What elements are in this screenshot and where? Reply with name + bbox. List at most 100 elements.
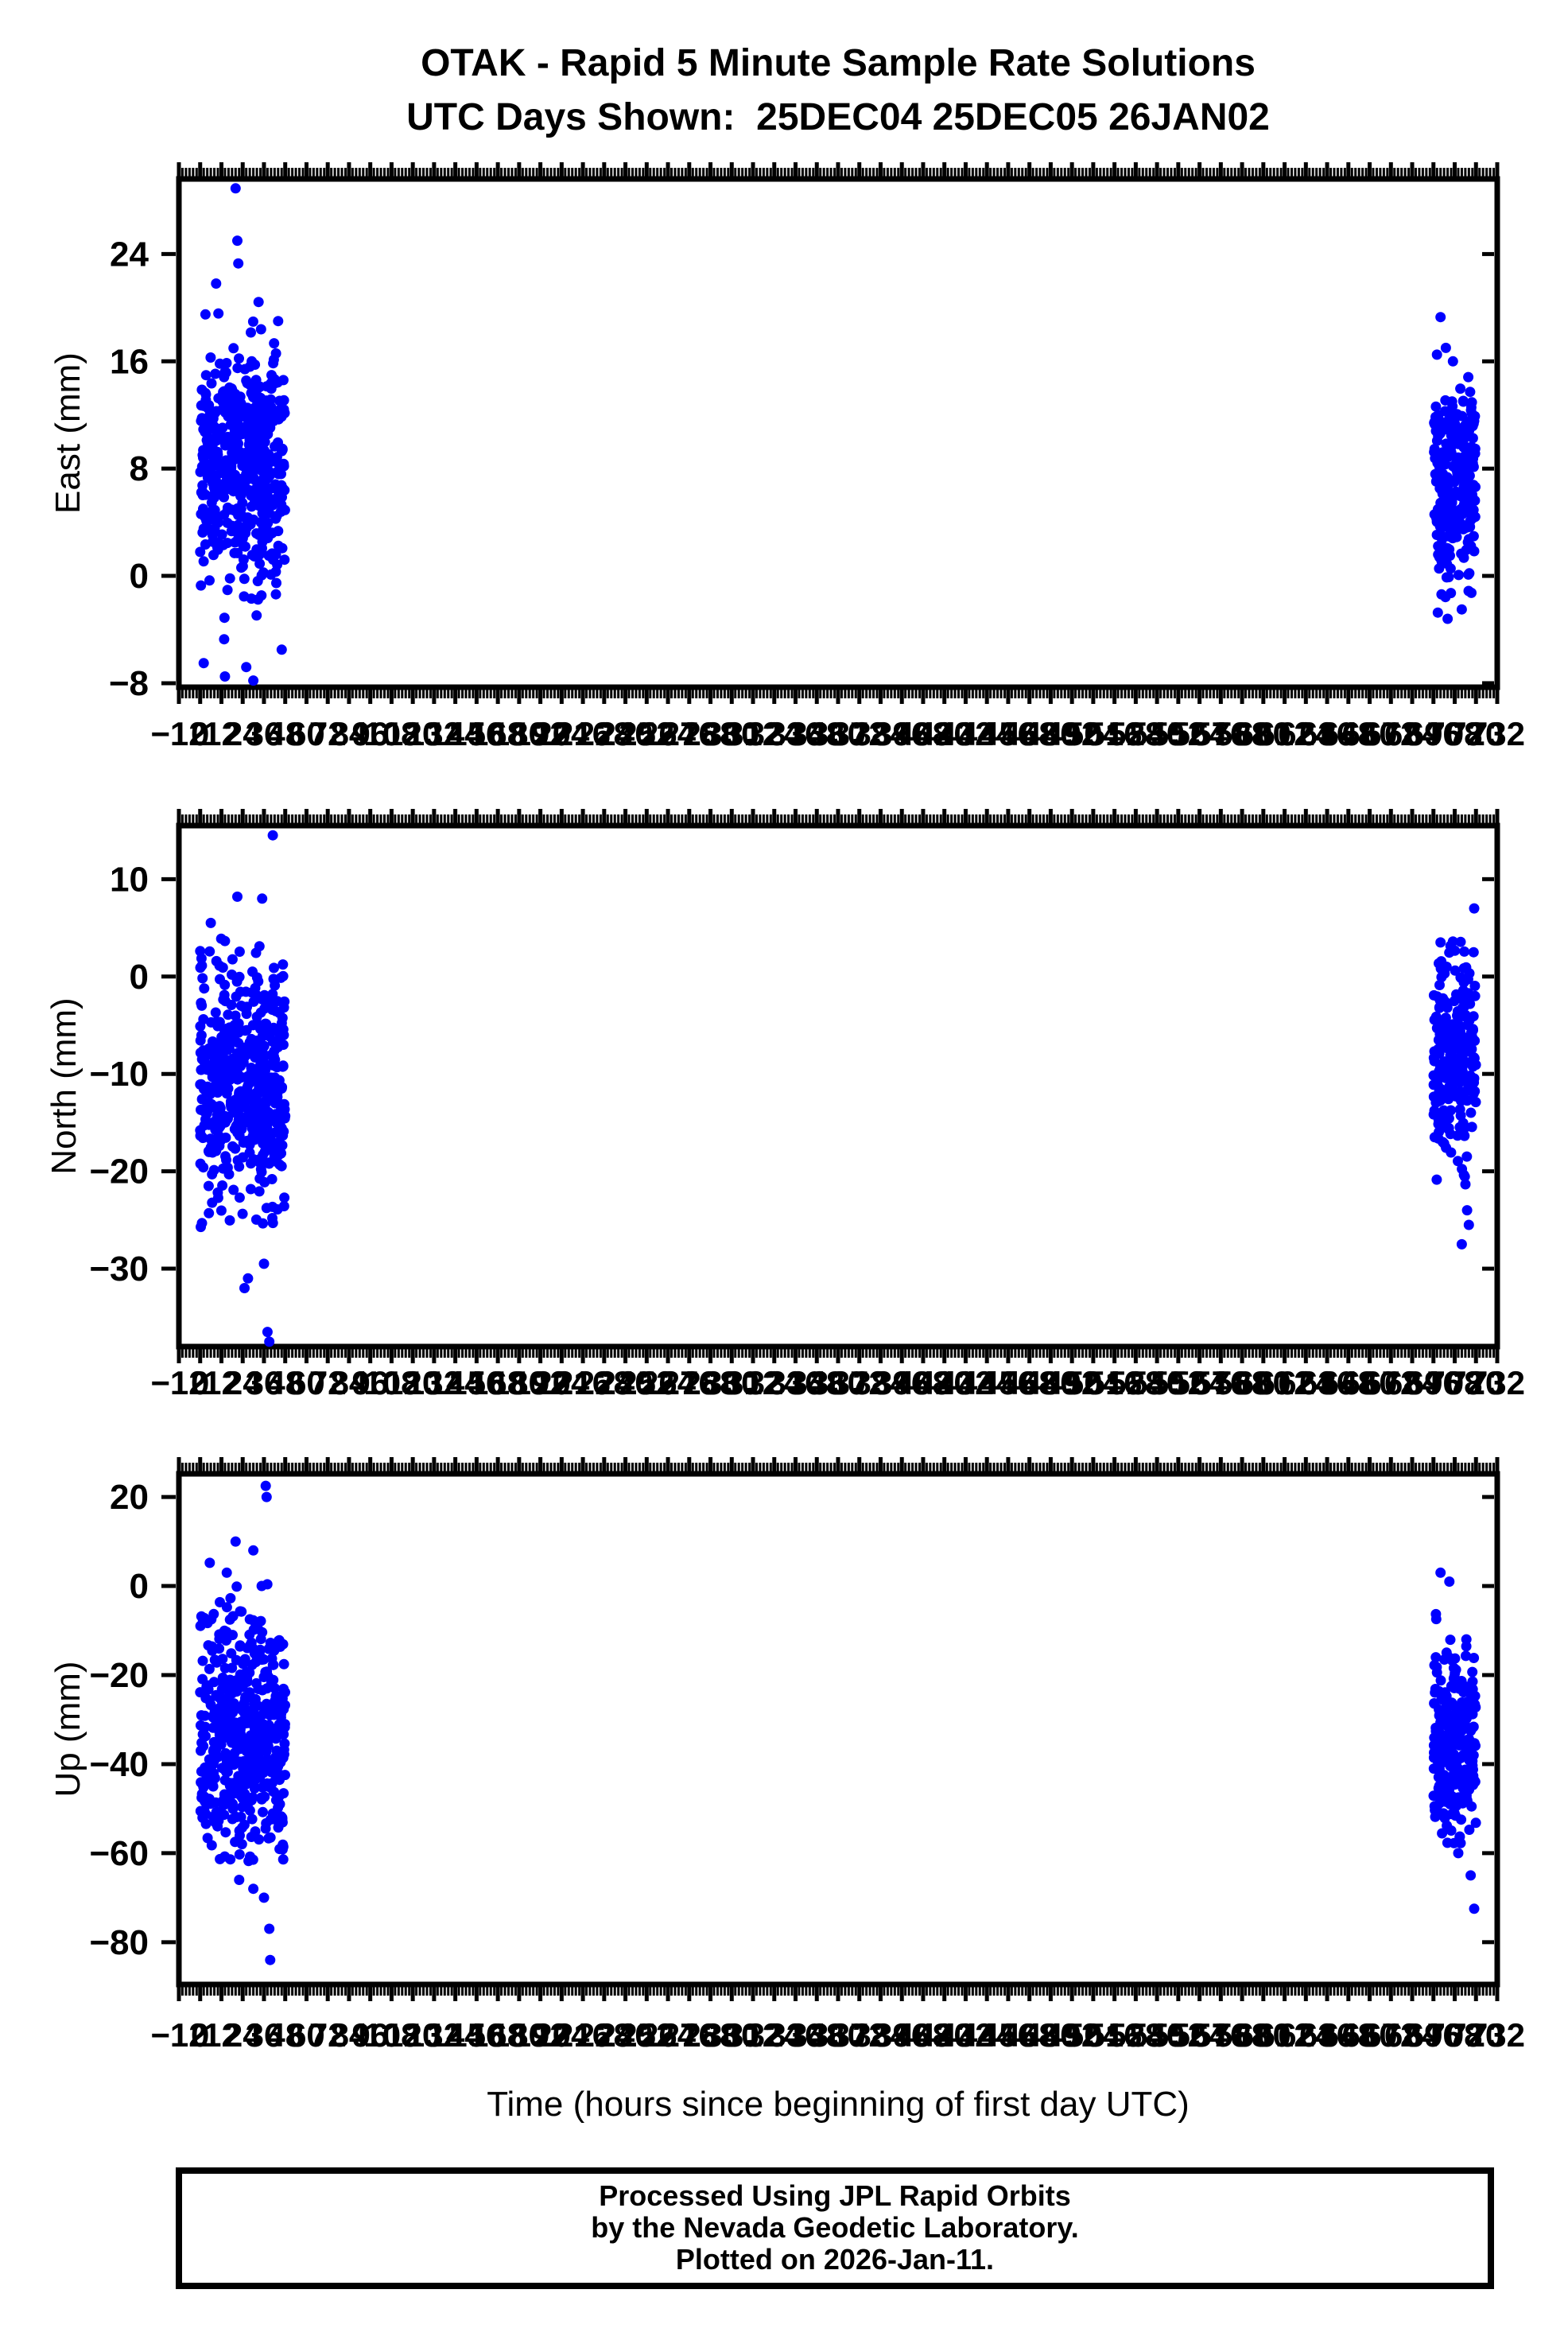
x-tick-label: 612 [1257, 2016, 1313, 2054]
data-point [210, 1007, 221, 1018]
x-tick-label: 684 [1384, 715, 1441, 752]
x-tick-label: 660 [1342, 715, 1398, 752]
data-point [250, 1214, 262, 1225]
x-tick-label: 348 [789, 1364, 844, 1401]
x-tick-label: 216 [555, 2016, 611, 2054]
data-point [196, 415, 207, 426]
data-point [1468, 946, 1479, 958]
x-tick-label: 420 [917, 1364, 972, 1401]
x-tick-label: 636 [1299, 715, 1355, 752]
data-point [278, 959, 289, 970]
data-point [239, 404, 250, 415]
data-point [234, 1192, 245, 1203]
data-point [212, 540, 223, 551]
data-point [235, 1640, 246, 1651]
x-tick-label: 72 [309, 2016, 347, 2054]
data-point-outlier [1469, 903, 1480, 914]
x-tick-label: 24 [224, 1364, 262, 1401]
x-tick-label: 252 [619, 715, 674, 752]
x-tick-label: 168 [470, 2016, 526, 2054]
data-point [270, 1691, 281, 1701]
data-point [278, 1854, 289, 1865]
data-point [212, 1821, 223, 1832]
data-point [1441, 1647, 1452, 1658]
data-point [1438, 1783, 1449, 1794]
data-point [220, 1827, 231, 1838]
data-point [267, 1059, 278, 1071]
data-point [227, 954, 238, 965]
x-tick-label: 264 [640, 715, 697, 752]
x-tick-label: 552 [1151, 1364, 1206, 1401]
data-point [236, 1072, 247, 1083]
data-point-outlier [260, 1480, 271, 1491]
x-tick-label: 588 [1214, 715, 1270, 752]
data-point [278, 1002, 289, 1013]
x-tick-label: 132 [406, 2016, 462, 2054]
data-point [240, 1718, 251, 1729]
data-point [248, 1624, 259, 1635]
data-point [262, 533, 274, 543]
x-tick-label: 312 [725, 2016, 781, 2054]
footer-box: Processed Using JPL Rapid Orbits by the … [176, 2167, 1494, 2289]
data-point [223, 1061, 235, 1072]
data-point [1439, 968, 1450, 979]
x-tick-labels: −120122436486072849610812013214415616818… [150, 2016, 1525, 2054]
data-point [252, 576, 263, 587]
x-tick-label: 72 [309, 715, 347, 752]
data-point [243, 512, 254, 523]
x-tick-label: 492 [1044, 2016, 1100, 2054]
data-point [219, 1809, 230, 1821]
x-tick-label: 396 [874, 715, 930, 752]
scatter-points [195, 1480, 1481, 1965]
data-point [1461, 1151, 1473, 1162]
data-point [1444, 1061, 1455, 1071]
data-point [243, 1856, 254, 1867]
data-point [1439, 1750, 1450, 1761]
data-point [209, 525, 220, 536]
data-point [264, 1158, 274, 1169]
x-tick-label: 276 [662, 715, 717, 752]
data-point [262, 1683, 273, 1694]
data-point [235, 1790, 246, 1802]
data-point [238, 1057, 249, 1068]
data-point [236, 455, 247, 466]
data-point [254, 1764, 265, 1775]
data-point [228, 1107, 239, 1118]
data-point [234, 353, 244, 364]
data-point [214, 1016, 225, 1028]
data-point [1440, 395, 1451, 406]
data-point [246, 1832, 257, 1842]
x-tick-label: 228 [576, 715, 632, 752]
data-point [1446, 1681, 1457, 1692]
data-point [258, 466, 269, 477]
data-point [1463, 371, 1474, 383]
data-point [268, 412, 279, 423]
data-point [250, 1711, 261, 1721]
x-tick-label: 708 [1426, 1364, 1482, 1401]
data-point [261, 1746, 272, 1757]
x-tick-label: 480 [1023, 2016, 1078, 2054]
y-tick-label: −80 [89, 1923, 149, 1962]
x-tick-label: 0 [191, 715, 209, 752]
data-point [267, 1036, 278, 1048]
x-tick-label: 576 [1193, 2016, 1248, 2054]
data-point [254, 406, 266, 417]
x-tick-label: 732 [1469, 1364, 1525, 1401]
data-point [253, 594, 263, 605]
data-point [255, 1615, 266, 1627]
data-point-outlier [198, 658, 209, 669]
x-tick-label: 408 [895, 2016, 951, 2054]
data-point [263, 1720, 274, 1731]
data-point [232, 547, 243, 558]
y-axis-title: Up (mm) [49, 1661, 87, 1797]
data-point [1440, 506, 1451, 517]
data-point [1464, 1825, 1475, 1835]
data-point [1429, 444, 1440, 454]
data-point [250, 1650, 262, 1661]
data-point [215, 1135, 226, 1146]
data-point [279, 504, 290, 515]
data-point [251, 1106, 262, 1117]
data-point [278, 461, 289, 472]
data-point [251, 1127, 262, 1138]
data-point [1429, 418, 1440, 429]
